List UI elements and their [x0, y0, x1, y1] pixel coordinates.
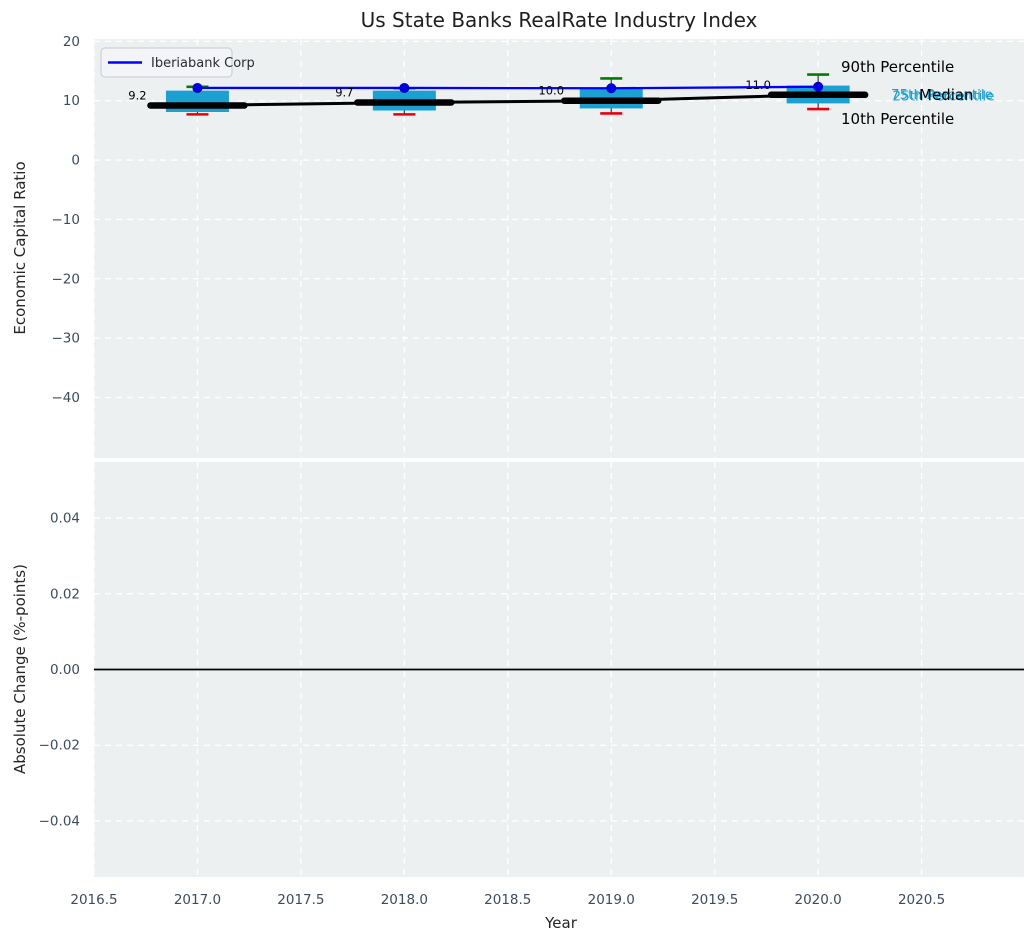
company-marker: [399, 82, 410, 93]
iqr-box: [165, 90, 229, 112]
bottom-y-tick-label: 0.00: [50, 662, 80, 678]
annotation-median: Median: [919, 86, 974, 104]
annotation-90th-percentile: 90th Percentile: [841, 58, 954, 76]
x-tick-label: 2018.0: [381, 892, 428, 908]
top-y-tick-label: 0: [71, 153, 80, 169]
top-plot-area: [94, 39, 1024, 458]
bottom-y-axis-label: Absolute Change (%-points): [11, 564, 29, 774]
plot-render-layer: 2016.5 2017.0 2017.5 2018.0 2018.5 2019.0 2019…: [39, 34, 1024, 908]
company-marker: [606, 83, 617, 94]
top-y-tick-label: 10: [63, 93, 80, 109]
median-value-label: 9.7: [335, 86, 353, 100]
x-tick-label: 2017.0: [174, 892, 221, 908]
bottom-y-tick-label: −0.02: [39, 738, 80, 754]
top-y-tick-label: −10: [52, 212, 81, 228]
x-tick-label: 2019.5: [691, 892, 738, 908]
x-tick-label: 2019.0: [588, 892, 635, 908]
x-tick-label: 2020.0: [795, 892, 842, 908]
x-tick-label: 2018.5: [484, 892, 531, 908]
legend: Iberiabank Corp: [100, 47, 255, 78]
legend-box: [100, 47, 233, 78]
company-marker: [813, 81, 824, 92]
legend-label: Iberiabank Corp: [151, 56, 255, 71]
median-value-label: 9.2: [128, 88, 146, 102]
company-line: [197, 85, 819, 90]
top-y-tick-label: 20: [63, 34, 80, 50]
top-y-tick-label: −30: [52, 331, 81, 347]
top-y-tick-label: −40: [52, 390, 81, 406]
x-tick-label: 2016.5: [70, 892, 117, 908]
x-tick-label: 2020.5: [898, 892, 945, 908]
company-marker: [192, 82, 203, 93]
bottom-y-tick-label: 0.04: [50, 511, 80, 527]
annotation-10th-percentile: 10th Percentile: [841, 110, 954, 128]
annotation-75th-percentile: 75th Percentile: [891, 87, 993, 103]
x-axis-label: Year: [544, 914, 578, 932]
annotation-25th-percentile: 25th Percentile: [893, 89, 995, 105]
percentile-annotations: 75th Percentile 25th Percentile 90th Per…: [841, 58, 994, 128]
top-y-axis-label: Economic Capital Ratio: [11, 161, 29, 334]
bottom-y-tick-label: −0.04: [39, 813, 80, 829]
bottom-y-tick-label: 0.02: [50, 586, 80, 602]
top-y-tick-label: −20: [52, 271, 81, 287]
median-value-label: 10.0: [538, 84, 564, 98]
x-tick-label: 2017.5: [277, 892, 324, 908]
median-trend-line: [195, 93, 820, 107]
median-value-label: 11.0: [745, 78, 771, 92]
chart-title: Us State Banks RealRate Industry Index: [361, 8, 758, 32]
